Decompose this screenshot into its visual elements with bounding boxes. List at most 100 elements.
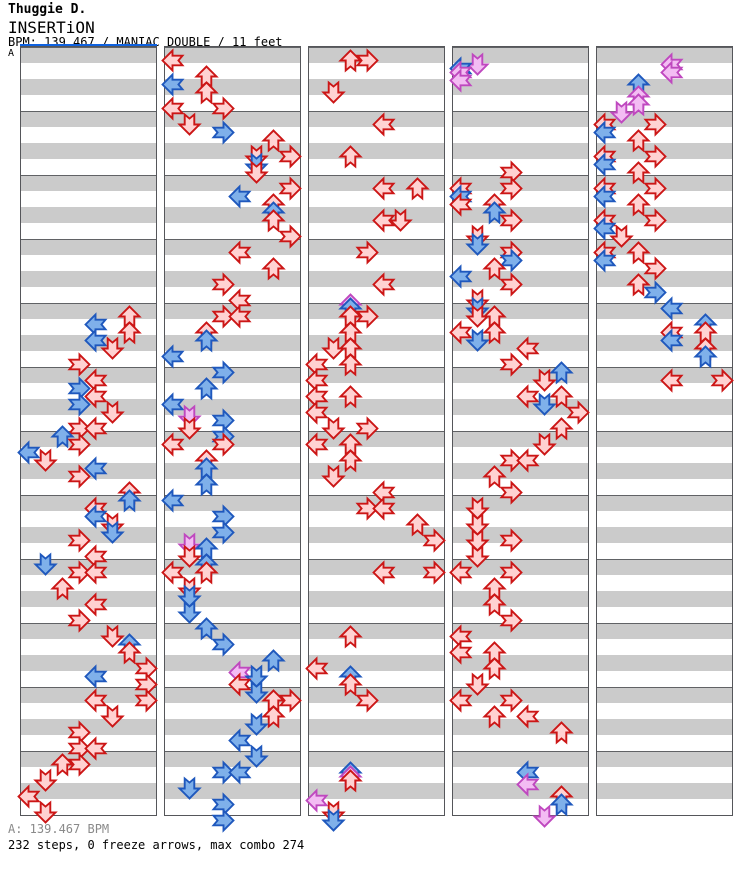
note-arrow-up-icon (117, 488, 142, 513)
note-arrow-right-icon (211, 303, 235, 329)
note-arrow-right-icon (643, 255, 667, 281)
note-arrow-up-icon (549, 416, 574, 441)
song-title: INSERTiON (8, 18, 95, 37)
note-arrow-right-icon (643, 111, 667, 137)
note-arrow-left-icon (449, 319, 473, 345)
note-arrow-up-icon (405, 176, 430, 201)
note-arrow-left-icon (161, 487, 185, 513)
note-arrow-left-icon (228, 759, 252, 785)
note-arrow-right-icon (355, 495, 379, 521)
note-arrow-up-icon (625, 92, 651, 117)
note-arrow-down-icon (100, 703, 126, 728)
note-arrow-right-icon (211, 807, 235, 833)
note-arrow-right-icon (499, 247, 523, 273)
note-arrow-left-icon (228, 727, 252, 753)
note-arrow-right-icon (211, 759, 235, 785)
note-arrow-left-icon (593, 183, 617, 209)
note-arrow-up-icon (117, 640, 142, 665)
note-arrow-up-icon (625, 272, 651, 297)
note-arrow-right-icon (566, 399, 590, 425)
section-a-marker-line (20, 44, 157, 47)
note-arrow-up-icon (625, 160, 651, 185)
note-arrow-up-icon (549, 720, 574, 745)
note-arrow-up-icon (481, 200, 507, 225)
note-arrow-down-icon (177, 111, 202, 136)
song-artist: Thuggie D. (8, 2, 87, 17)
note-arrow-up-icon (49, 424, 75, 449)
note-arrow-left-icon (372, 495, 396, 521)
note-arrow-down-icon (33, 767, 58, 792)
note-arrow-left-icon (84, 327, 108, 353)
note-arrow-right-icon (278, 143, 302, 169)
note-arrow-right-icon (211, 271, 235, 297)
note-arrow-left-icon (305, 655, 329, 681)
note-arrow-right-icon (355, 239, 379, 265)
note-arrow-down-icon (321, 415, 346, 440)
note-arrow-down-icon (465, 543, 490, 568)
note-arrow-right-icon (499, 175, 523, 201)
note-arrow-down-icon (177, 599, 202, 624)
note-arrow-left-icon (17, 439, 41, 465)
note-arrow-down-icon (532, 391, 558, 416)
note-arrow-down-icon (532, 431, 558, 456)
note-arrow-left-icon (17, 783, 41, 809)
note-arrow-right-icon (211, 119, 235, 145)
note-arrow-down-icon (532, 367, 558, 392)
note-arrow-right-icon (643, 207, 667, 233)
chart-column-5 (596, 46, 733, 816)
note-arrow-down-icon (244, 743, 270, 768)
note-arrow-left-icon (516, 703, 540, 729)
note-arrow-down-icon (244, 679, 270, 704)
note-arrow-left-icon (593, 247, 617, 273)
note-arrow-left-icon (516, 771, 540, 797)
note-arrow-left-icon (84, 559, 108, 585)
note-arrow-left-icon (593, 119, 617, 145)
note-arrow-left-icon (305, 399, 329, 425)
note-arrow-down-icon (465, 495, 490, 520)
note-arrow-right-icon (211, 359, 235, 385)
note-arrow-up-icon (549, 792, 574, 817)
note-arrow-down-icon (609, 223, 634, 248)
note-arrow-left-icon (161, 391, 185, 417)
note-arrow-right-icon (499, 351, 523, 377)
note-arrow-down-icon (100, 335, 126, 360)
note-arrow-up-icon (337, 768, 363, 793)
note-arrow-up-icon (337, 672, 363, 697)
note-arrow-left-icon (84, 735, 108, 761)
note-arrow-left-icon (516, 335, 540, 361)
note-arrow-down-icon (388, 207, 414, 232)
note-arrow-right-icon (499, 271, 523, 297)
note-arrow-right-icon (422, 559, 446, 585)
note-arrow-right-icon (355, 687, 379, 713)
note-arrow-left-icon (228, 183, 252, 209)
note-arrow-right-icon (134, 687, 158, 713)
note-arrow-right-icon (278, 175, 302, 201)
note-arrow-left-icon (660, 367, 684, 393)
note-arrow-up-icon (49, 752, 75, 777)
note-arrow-left-icon (372, 271, 396, 297)
note-arrow-up-icon (481, 256, 507, 281)
note-arrow-up-icon (337, 384, 363, 409)
note-arrow-down-icon (33, 551, 58, 576)
note-arrow-right-icon (710, 367, 734, 393)
note-arrow-up-icon (625, 240, 651, 265)
note-arrow-up-icon (49, 576, 75, 601)
note-arrow-up-icon (193, 616, 219, 641)
note-arrow-up-icon (405, 512, 430, 537)
note-arrow-up-icon (549, 384, 574, 409)
note-arrow-down-icon (465, 511, 490, 536)
footer-bpm-text: A: 139.467 BPM (8, 822, 110, 836)
note-arrow-right-icon (67, 351, 91, 377)
note-arrow-left-icon (161, 431, 185, 457)
note-arrow-down-icon (244, 711, 270, 736)
note-arrow-left-icon (305, 787, 329, 813)
note-arrow-down-icon (33, 799, 58, 824)
note-arrow-up-icon (337, 624, 363, 649)
note-arrow-down-icon (609, 99, 634, 124)
note-arrow-right-icon (643, 143, 667, 169)
note-arrow-left-icon (84, 687, 108, 713)
note-arrow-right-icon (499, 447, 523, 473)
note-arrow-right-icon (211, 431, 235, 457)
note-arrow-up-icon (481, 704, 507, 729)
note-arrow-down-icon (465, 671, 490, 696)
